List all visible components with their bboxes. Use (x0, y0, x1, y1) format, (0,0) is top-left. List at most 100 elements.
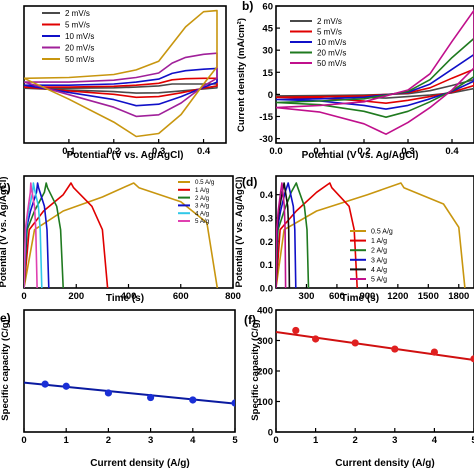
x-tick-label: 0 (21, 291, 26, 302)
y-tick-label: -30 (259, 134, 273, 145)
fit-line (24, 381, 235, 405)
y-axis-label: Specific capacity (C/g) (250, 319, 261, 420)
plot-frame (23, 5, 227, 144)
x-tick-label: 1 (313, 435, 319, 446)
data-point (189, 396, 197, 404)
x-tick-label: 600 (173, 291, 189, 302)
legend-label: 4 A/g (195, 210, 210, 217)
legend-label: 50 mV/s (65, 55, 94, 64)
x-axis-label: Current density (A/g) (90, 458, 189, 469)
panel-letter: b) (242, 0, 253, 13)
plot-area (24, 380, 235, 407)
data-point (351, 339, 359, 347)
x-tick-label: 0 (273, 435, 278, 446)
y-tick-label: 0 (268, 90, 273, 101)
x-tick-label: 300 (299, 291, 315, 302)
y-tick-label: 100 (257, 397, 273, 408)
x-tick-label: 0.0 (269, 146, 282, 157)
y-axis-label: Specific capacity (C/g) (0, 319, 11, 420)
plot-area (276, 182, 466, 288)
data-point (62, 382, 70, 390)
y-tick-label: 15 (262, 68, 273, 79)
legend-label: 3 A/g (371, 257, 387, 264)
x-tick-label: 5 (232, 435, 238, 446)
x-tick-label: 600 (329, 291, 345, 302)
x-tick-label: 0.3 (401, 146, 414, 157)
x-tick-label: 200 (68, 291, 84, 302)
panel-letter: (d) (242, 175, 257, 189)
y-tick-label: 60 (262, 2, 273, 13)
x-tick-label: 0.4 (445, 146, 459, 157)
x-tick-label: 5 (471, 435, 474, 446)
x-axis-label: Time (s) (106, 293, 144, 304)
series-line-0-5-A-g (24, 182, 219, 288)
panel-letter: (f) (244, 313, 256, 327)
y-tick-label: 30 (262, 46, 273, 57)
plot-area (24, 182, 219, 288)
panel-e: 0 1 2 3 4 5 Current density (A/g) Specific capa… (0, 309, 238, 469)
x-tick-label: 4 (432, 435, 438, 446)
data-point (104, 389, 112, 397)
legend-label: 2 A/g (195, 195, 210, 202)
legend-label: 2 mV/s (65, 9, 90, 18)
x-tick-label: 2 (106, 435, 111, 446)
y-tick-label: 0.2 (260, 237, 273, 248)
y-tick-label: 0.0 (260, 284, 273, 295)
x-tick-label: 0.3 (152, 146, 165, 157)
data-point (430, 348, 438, 356)
x-axis-label: Potential (V vs. Ag/AgCl) (67, 150, 184, 161)
y-tick-label: 0.3 (260, 214, 273, 225)
series-line-3-A-g (24, 182, 50, 288)
plot-area (24, 9, 218, 138)
x-tick-label: 1800 (448, 291, 469, 302)
legend-label: 5 A/g (195, 218, 210, 225)
y-tick-label: 200 (257, 367, 273, 378)
plot-frame (23, 309, 236, 433)
y-tick-label: 400 (257, 306, 273, 317)
series-line-50-mV-s (276, 9, 474, 135)
series-line-5-A-g (24, 182, 38, 288)
legend-label: 10 mV/s (65, 32, 94, 41)
x-tick-label: 3 (148, 435, 153, 446)
plot-frame (275, 5, 474, 144)
x-tick-label: 400 (121, 291, 137, 302)
y-axis-label: Potential (V vs. Ag/AgCl) (0, 176, 9, 287)
legend-label: 0.5 A/g (371, 228, 393, 235)
legend-label: 50 mV/s (317, 59, 346, 68)
x-tick-label: 0.2 (357, 146, 370, 157)
x-axis-label: Current density (A/g) (335, 458, 434, 469)
x-tick-label: 1500 (418, 291, 439, 302)
legend-label: 20 mV/s (317, 48, 346, 57)
series-line-2-A-g (276, 182, 310, 288)
series-line-20-mV-s (276, 37, 474, 118)
data-point (312, 335, 320, 343)
panel-a: 0.1 0.2 0.3 0.4 Potential (V vs. Ag/AgCl) 2 m… (23, 5, 227, 161)
x-tick-label: 0.1 (313, 146, 327, 157)
y-tick-label: 0.1 (260, 260, 274, 271)
legend-label: 4 A/g (371, 267, 387, 274)
x-tick-label: 900 (359, 291, 375, 302)
panel-b: 0.0 0.1 0.2 0.3 0.4 60 45 30 15 0 -15 -30 Potential … (236, 0, 474, 161)
legend-label: 5 mV/s (317, 27, 342, 36)
x-tick-label: 0 (21, 435, 26, 446)
series-line-1-A-g (24, 182, 109, 288)
x-tick-label: 0.1 (62, 146, 76, 157)
panel-c: 0 200 400 600 800 Time (s) Potential (V vs. Ag… (0, 175, 241, 304)
legend-label: 3 A/g (195, 203, 210, 210)
x-tick-label: 0.4 (197, 146, 211, 157)
legend-label: 5 mV/s (65, 20, 90, 29)
y-axis-label: Potential (V vs. Ag/AgCl) (234, 176, 245, 287)
legend-label: 2 A/g (371, 248, 387, 255)
x-tick-label: 4 (190, 435, 196, 446)
panel-d: 300 600 900 1200 1500 1800 0.4 0.3 0.2 0.1 0.0 Time… (234, 175, 474, 304)
legend-label: 10 mV/s (317, 38, 346, 47)
x-tick-label: 2 (353, 435, 358, 446)
panel-f: 0 1 2 3 4 5 400 300 200 100 0 Current density (A/g)… (244, 306, 474, 469)
y-tick-label: 45 (262, 24, 273, 35)
data-point (292, 326, 300, 335)
panel-letter: c) (0, 181, 11, 195)
data-point (391, 345, 399, 353)
series-line-5-A-g (276, 182, 287, 288)
data-point (231, 399, 235, 407)
